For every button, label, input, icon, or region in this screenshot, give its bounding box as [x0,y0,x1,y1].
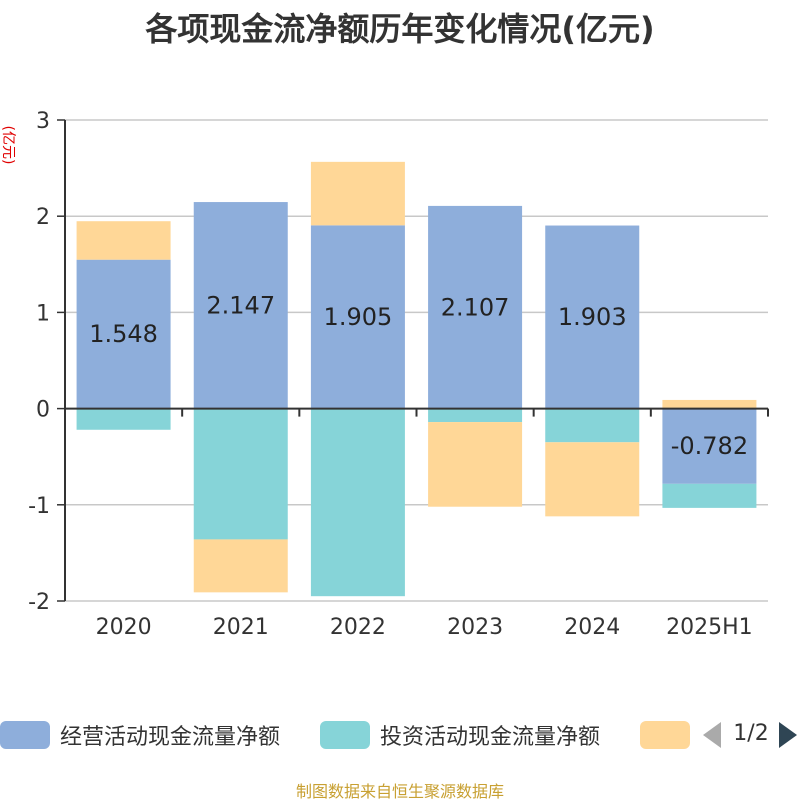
x-tick-label: 2024 [564,615,620,640]
y-tick-label: -1 [28,494,50,519]
legend-swatch-investing [320,721,370,749]
axes: 3 2 1 0 -1 -2 2020 2021 2022 2023 2024 2025H1 [28,109,769,640]
legend-page-indicator: 1/2 [733,721,769,746]
bar-series-1-2025H1[interactable] [662,483,757,508]
chart-title: 各项现金流净额历年变化情况(亿元) [145,10,655,48]
bar-series-2-2025H1[interactable] [662,399,757,409]
data-label: 1.548 [89,320,158,348]
y-axis-unit-label: (亿元) [0,126,16,165]
data-labels: 1.548 2.147 1.905 2.107 1.903 -0.782 [89,291,748,460]
legend-prev-page-icon[interactable] [701,720,723,750]
bar-series-2-2023[interactable] [428,422,523,507]
x-tick-label: 2021 [213,615,269,640]
data-label: -0.782 [671,432,748,460]
y-tick-label: 3 [36,109,50,134]
y-tick-label: 0 [36,398,50,423]
y-tick-label: -2 [28,590,50,615]
x-tick-label: 2025H1 [666,615,753,640]
bar-series-0-2021[interactable] [193,202,288,409]
x-tick-label: 2020 [96,615,152,640]
bar-series-1-2023[interactable] [428,408,523,423]
data-source-note: 制图数据来自恒生聚源数据库 [295,782,504,801]
legend-item-third[interactable] [640,718,700,752]
legend-label-investing: 投资活动现金流量净额 [380,725,601,750]
bar-series-0-2024[interactable] [545,225,640,409]
bar-series-2-2022[interactable] [310,161,405,226]
data-label: 2.147 [206,291,275,319]
bar-series-2-2020[interactable] [76,221,171,260]
bar-series-0-2022[interactable] [310,225,405,409]
chart-plot-area: 3 2 1 0 -1 -2 2020 2021 2022 2023 2024 2025H1 1.548… [0,109,769,640]
legend-swatch-operating [0,721,50,749]
legend-label-operating: 经营活动现金流量净额 [60,725,281,750]
data-label: 1.903 [558,303,627,331]
x-tick-label: 2023 [447,615,503,640]
bar-series-1-2021[interactable] [193,408,288,540]
legend: 经营活动现金流量净额 投资活动现金流量净额 [0,718,800,752]
bar-series-1-2022[interactable] [310,408,405,597]
data-label: 1.905 [324,303,393,331]
bar-series-2-2024[interactable] [545,442,640,517]
x-tick-label: 2022 [330,615,386,640]
legend-swatch-third [640,721,690,749]
legend-item-operating[interactable]: 经营活动现金流量净额 [0,718,280,752]
bars [76,161,757,597]
data-label: 2.107 [441,293,510,321]
legend-item-investing[interactable]: 投资活动现金流量净额 [320,718,600,752]
bar-series-0-2023[interactable] [428,205,523,409]
bar-series-2-2021[interactable] [193,539,288,593]
y-tick-label: 1 [36,301,50,326]
legend-next-page-icon[interactable] [777,720,799,750]
bar-series-1-2024[interactable] [545,408,640,443]
bar-series-0-2020[interactable] [76,259,171,409]
y-tick-label: 2 [36,205,50,230]
bar-series-1-2020[interactable] [76,408,171,430]
bar-series-0-2025H1[interactable] [662,408,757,484]
